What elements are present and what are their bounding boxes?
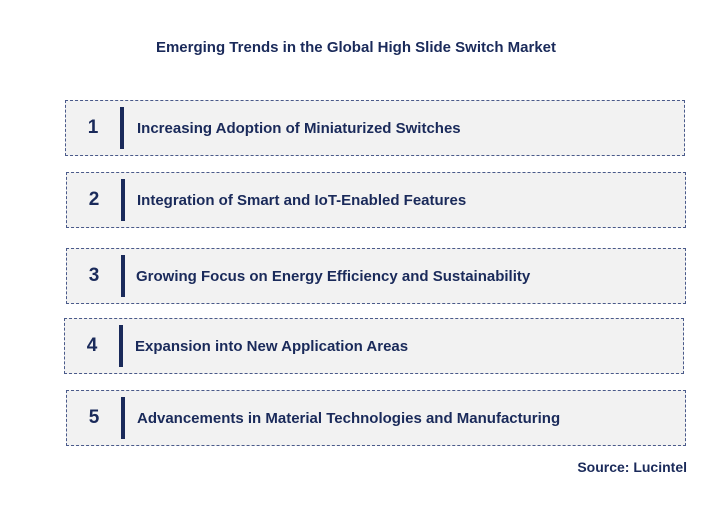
trend-number: 2 xyxy=(88,189,100,210)
trend-number: 5 xyxy=(88,407,100,428)
diagram-title: Emerging Trends in the Global High Slide… xyxy=(155,39,557,56)
trend-item-5: 5 Advancements in Material Technologies … xyxy=(66,390,686,446)
trend-item-1: 1 Increasing Adoption of Miniaturized Sw… xyxy=(65,100,685,156)
trend-divider xyxy=(120,107,124,149)
trend-item-3: 3 Growing Focus on Energy Efficiency and… xyxy=(66,248,686,304)
trend-number: 1 xyxy=(87,117,99,138)
trend-number: 3 xyxy=(88,265,100,286)
trend-divider xyxy=(121,397,125,439)
trend-label: Growing Focus on Energy Efficiency and S… xyxy=(136,267,531,285)
trend-label: Increasing Adoption of Miniaturized Swit… xyxy=(137,119,461,137)
trend-label: Advancements in Material Technologies an… xyxy=(137,409,561,427)
trend-item-2: 2 Integration of Smart and IoT-Enabled F… xyxy=(66,172,686,228)
trend-divider xyxy=(119,325,123,367)
trend-divider xyxy=(121,255,125,297)
trend-label: Expansion into New Application Areas xyxy=(135,337,409,355)
trend-item-4: 4 Expansion into New Application Areas xyxy=(64,318,684,374)
trend-label: Integration of Smart and IoT-Enabled Fea… xyxy=(137,191,467,209)
trend-divider xyxy=(121,179,125,221)
source-note: Source: Lucintel xyxy=(577,459,687,475)
trend-number: 4 xyxy=(86,335,98,356)
